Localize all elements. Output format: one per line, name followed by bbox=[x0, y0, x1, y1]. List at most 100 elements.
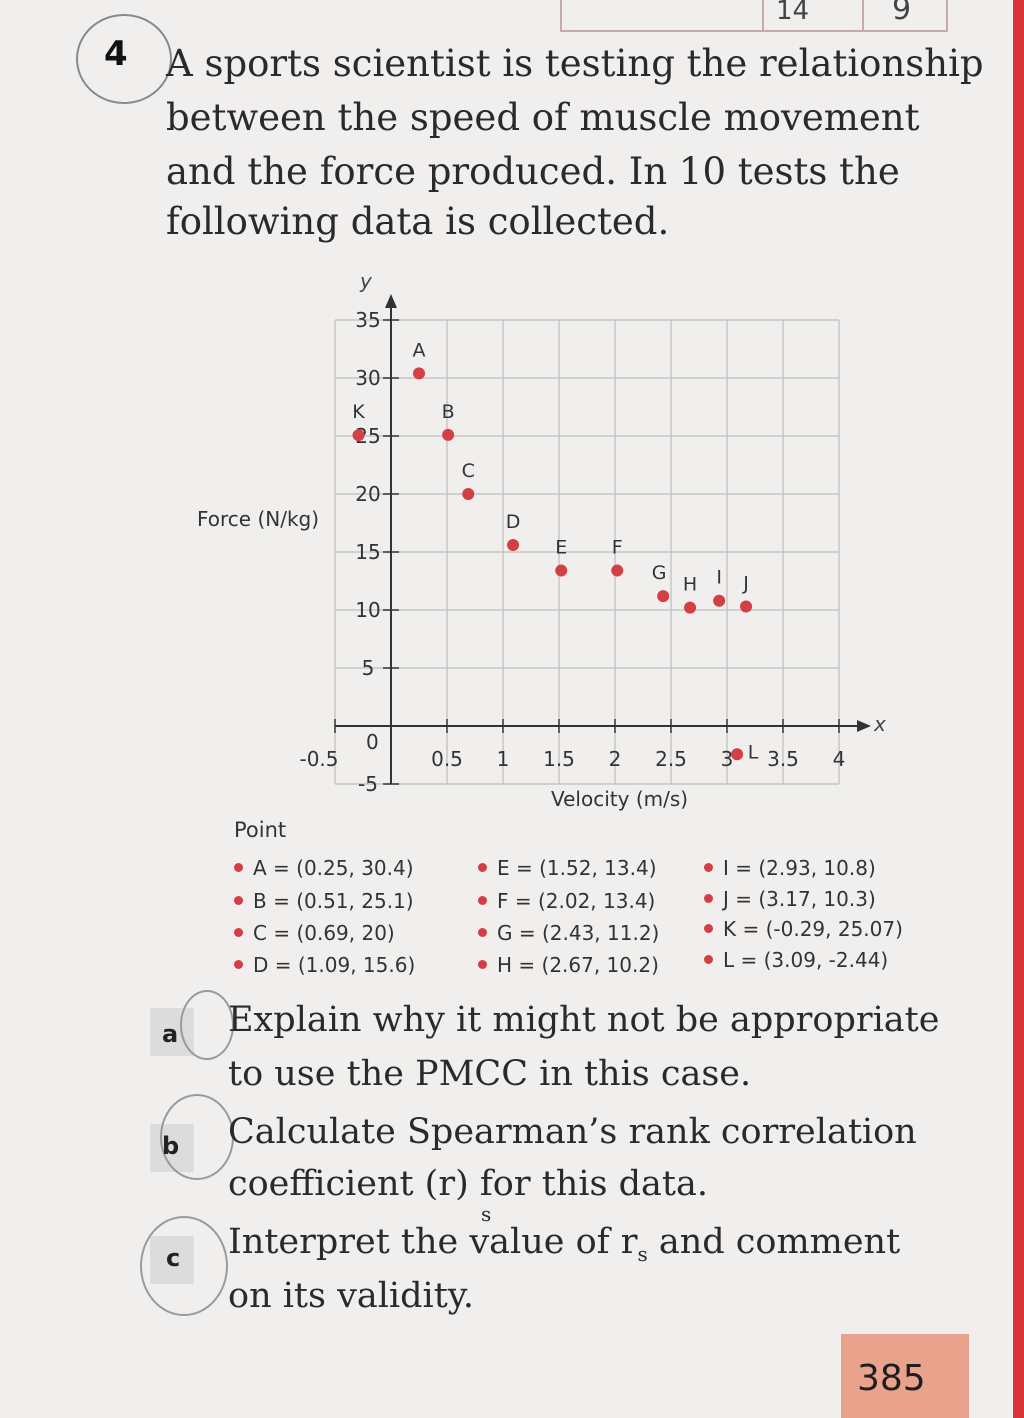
data-point-label: C bbox=[462, 460, 475, 482]
data-point-label: B bbox=[442, 401, 455, 423]
data-point-a bbox=[413, 367, 425, 380]
part-b-circle bbox=[160, 1094, 234, 1180]
data-point-j bbox=[740, 600, 753, 613]
intro-line-2: between the speed of muscle movement bbox=[166, 96, 920, 139]
point-bullet-icon bbox=[234, 928, 243, 937]
data-point-k bbox=[352, 429, 365, 442]
point-bullet-icon bbox=[704, 924, 713, 933]
data-point-e bbox=[555, 564, 568, 577]
data-point-label: D bbox=[506, 511, 521, 533]
part-a-line-1: Explain why it might not be appropriate bbox=[228, 1000, 940, 1040]
x-tick-label: 0.5 bbox=[431, 747, 463, 771]
data-point-c bbox=[462, 488, 475, 500]
y-tick-label: 5 bbox=[362, 656, 375, 680]
x-axis-title: Velocity (m/s) bbox=[551, 787, 688, 811]
part-c-line-1: Interpret the value of rs and comment bbox=[228, 1222, 901, 1266]
y-axis-name: y bbox=[359, 269, 373, 293]
y-tick-label: 20 bbox=[355, 482, 380, 506]
page-number: 385 bbox=[857, 1358, 926, 1399]
y-tick-label: 30 bbox=[355, 366, 380, 390]
data-point-label: E bbox=[555, 537, 567, 559]
part-a-circle bbox=[180, 990, 234, 1060]
x-tick-label: 3.5 bbox=[767, 747, 799, 771]
legend-item: E = (1.52, 13.4) bbox=[478, 856, 657, 880]
legend-item: D = (1.09, 15.6) bbox=[234, 953, 415, 977]
data-point-i bbox=[713, 594, 726, 607]
intro-line-1: A sports scientist is testing the relati… bbox=[166, 42, 984, 85]
data-point-label: H bbox=[683, 574, 697, 596]
part-b-line-1: Calculate Spearman’s rank correlation bbox=[228, 1112, 917, 1152]
data-point-d bbox=[507, 539, 520, 552]
data-point-label: I bbox=[716, 567, 722, 589]
part-c-line-2: on its validity. bbox=[228, 1276, 475, 1316]
legend-item: G = (2.43, 11.2) bbox=[478, 921, 659, 945]
data-point-label: J bbox=[742, 573, 749, 595]
x-tick-label: 4 bbox=[833, 747, 846, 771]
data-point-label: K bbox=[352, 401, 365, 423]
y-tick-label: 15 bbox=[355, 540, 380, 564]
legend-item: K = (-0.29, 25.07) bbox=[704, 917, 903, 941]
point-bullet-icon bbox=[704, 955, 713, 964]
x-tick-label: 2.5 bbox=[655, 747, 687, 771]
subscript-s: s bbox=[637, 1242, 648, 1266]
x-axis-arrow-icon bbox=[857, 720, 871, 732]
question-number-circle bbox=[76, 14, 172, 104]
table-cell-2: 9 bbox=[892, 0, 912, 27]
part-b-letter: b bbox=[162, 1132, 180, 1160]
point-bullet-icon bbox=[234, 960, 243, 969]
legend-item: C = (0.69, 20) bbox=[234, 921, 395, 945]
point-bullet-icon bbox=[704, 894, 713, 903]
x-tick-label: 2 bbox=[609, 747, 622, 771]
x-tick-label: 3 bbox=[721, 747, 734, 771]
y-axis-arrow-icon bbox=[385, 294, 397, 308]
part-c-circle bbox=[140, 1216, 228, 1316]
legend-title: Point bbox=[234, 818, 287, 842]
data-point-label: F bbox=[612, 537, 623, 559]
legend-item: B = (0.51, 25.1) bbox=[234, 889, 414, 913]
point-bullet-icon bbox=[234, 863, 243, 872]
y-tick-label: 35 bbox=[355, 308, 380, 332]
y-axis-title: Force (N/kg) bbox=[197, 507, 319, 531]
data-point-label: L bbox=[748, 741, 759, 763]
chart-grid bbox=[334, 319, 840, 785]
table-cell-1: 14 bbox=[776, 0, 810, 26]
page-number-badge bbox=[841, 1334, 969, 1418]
legend-item: H = (2.67, 10.2) bbox=[478, 953, 659, 977]
y-tick-label: -5 bbox=[358, 772, 378, 796]
data-point-label: G bbox=[652, 562, 667, 584]
subscript-s: s bbox=[481, 1202, 492, 1226]
point-bullet-icon bbox=[704, 863, 713, 872]
point-bullet-icon bbox=[234, 896, 243, 905]
point-bullet-icon bbox=[478, 896, 487, 905]
page-edge-bar bbox=[1013, 0, 1024, 1418]
data-point-l bbox=[731, 748, 744, 761]
legend-item: I = (2.93, 10.8) bbox=[704, 856, 876, 880]
legend-item: J = (3.17, 10.3) bbox=[704, 887, 876, 911]
data-point-h bbox=[684, 601, 697, 614]
point-bullet-icon bbox=[478, 960, 487, 969]
question-number: 4 bbox=[104, 34, 128, 74]
x-tick-label: 1.5 bbox=[543, 747, 575, 771]
legend-item: L = (3.09, -2.44) bbox=[704, 948, 888, 972]
x-axis-name: x bbox=[873, 712, 886, 736]
chart-points: A B C D E F GH I J K L bbox=[352, 339, 758, 763]
part-a-letter: a bbox=[162, 1020, 179, 1048]
intro-line-3: and the force produced. In 10 tests the bbox=[166, 150, 900, 193]
part-b-line-2: coefficient (r) for this data. s bbox=[228, 1164, 708, 1226]
chart-axes bbox=[335, 294, 871, 784]
y-tick-label: 10 bbox=[355, 598, 380, 622]
data-point-label: A bbox=[413, 339, 426, 361]
x-tick-label: -0.5 bbox=[299, 747, 338, 771]
data-point-f bbox=[611, 564, 624, 577]
point-bullet-icon bbox=[478, 863, 487, 872]
legend-item: F = (2.02, 13.4) bbox=[478, 889, 655, 913]
x-tick-label: 1 bbox=[497, 747, 510, 771]
origin-label: 0 bbox=[366, 730, 379, 754]
part-c-letter: c bbox=[166, 1244, 181, 1272]
intro-line-4: following data is collected. bbox=[166, 200, 670, 243]
legend-item: A = (0.25, 30.4) bbox=[234, 856, 414, 880]
data-point-b bbox=[442, 428, 455, 441]
answer-table-fragment: 14 9 bbox=[560, 0, 948, 32]
